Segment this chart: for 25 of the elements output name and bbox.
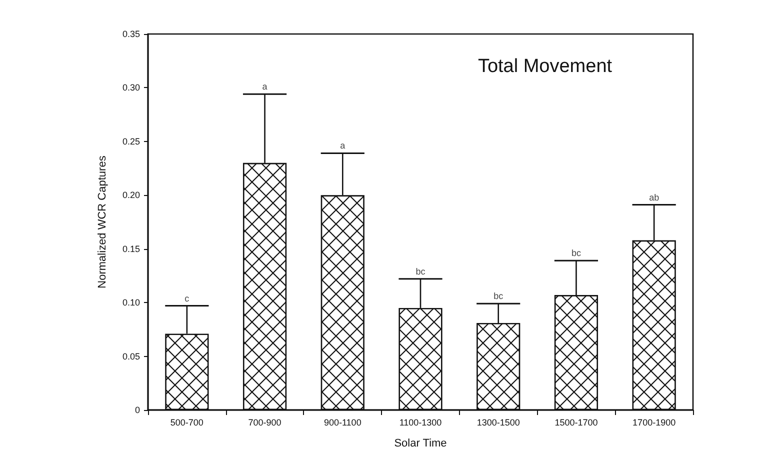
annotation: bc [416,266,426,276]
x-tick-label: 1100-1300 [399,418,442,428]
annotation: a [262,82,268,92]
x-tick-label: 900-1100 [324,418,362,428]
x-tick-label: 1700-1900 [632,418,676,428]
y-tick-label: 0.20 [122,190,140,200]
y-tick-label: 0.10 [122,298,140,308]
x-tick-label: 500-700 [170,418,204,428]
x-tick-label: 700-900 [248,418,282,428]
annotation: a [340,140,346,151]
y-tick-label: 0.25 [122,136,140,146]
y-tick-label: 0.05 [122,351,140,362]
y-axis-title: Normalized WCR Captures [96,155,108,288]
annotation: c [184,293,190,304]
x-tick-label: 1300-1500 [476,418,520,428]
x-tick-label: 1500-1700 [554,418,598,428]
y-tick-label: 0 [134,405,140,415]
annotation: bc [571,248,582,258]
x-axis-title: Solar Time [394,438,447,450]
annotation: ab [649,192,660,202]
annotation: bc [494,291,504,302]
y-tick-label: 0.15 [122,244,140,254]
text: Total Movement [478,56,613,77]
y-tick-label: 0.30 [122,82,140,93]
y-tick-label: 0.35 [122,29,140,39]
